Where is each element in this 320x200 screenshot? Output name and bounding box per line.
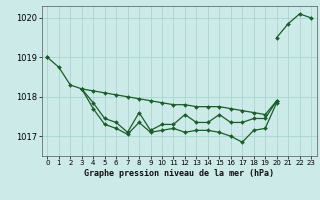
X-axis label: Graphe pression niveau de la mer (hPa): Graphe pression niveau de la mer (hPa) [84,169,274,178]
